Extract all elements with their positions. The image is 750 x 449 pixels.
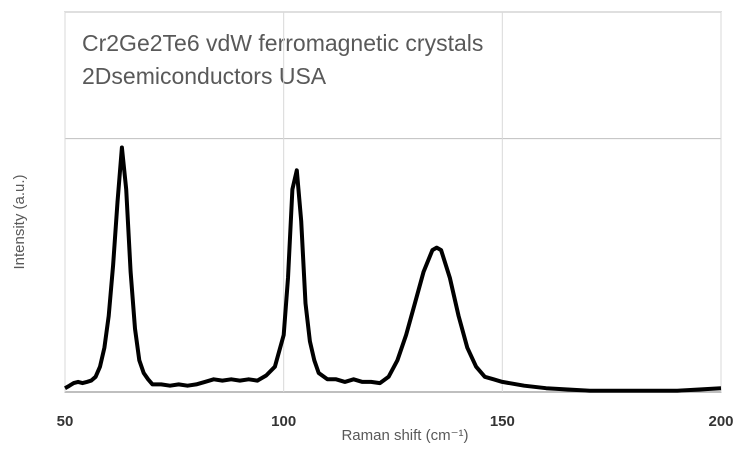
chart-subtitle: 2Dsemiconductors USA — [82, 63, 327, 89]
x-tick-label: 150 — [490, 413, 515, 430]
chart-title: Cr2Ge2Te6 vdW ferromagnetic crystals — [82, 30, 483, 56]
x-axis-label: Raman shift (cm⁻¹) — [341, 427, 468, 444]
x-tick-label: 100 — [271, 413, 296, 430]
x-tick-label: 200 — [708, 413, 733, 430]
x-tick-label: 50 — [57, 413, 74, 430]
spectrum-line — [64, 145, 722, 393]
y-axis-label: Intensity (a.u.) — [11, 174, 28, 269]
